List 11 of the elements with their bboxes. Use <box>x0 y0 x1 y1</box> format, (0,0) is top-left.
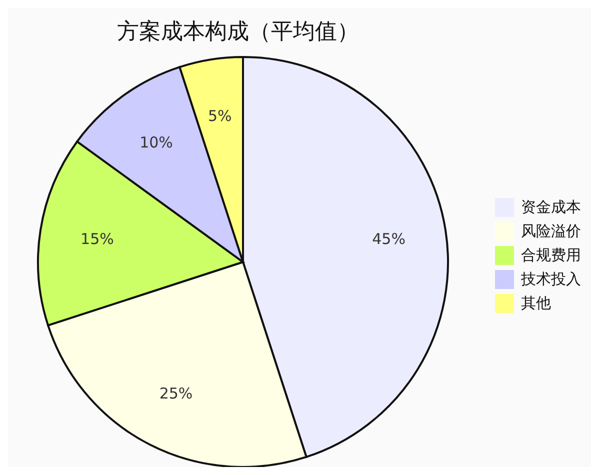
legend-label: 其他 <box>521 294 551 312</box>
data-label: 10% <box>140 134 173 152</box>
data-label: 25% <box>159 384 193 403</box>
data-label: 5% <box>208 107 232 126</box>
legend-label: 风险溢价 <box>521 222 581 240</box>
chart-title: 方案成本构成（平均值） <box>117 20 359 44</box>
data-label: 45% <box>372 230 406 248</box>
legend-label: 合规费用 <box>521 246 581 264</box>
data-label: 15% <box>80 230 114 248</box>
slice-label: 资金成本 <box>521 198 581 216</box>
legend-label: 技术投入 <box>521 270 581 288</box>
